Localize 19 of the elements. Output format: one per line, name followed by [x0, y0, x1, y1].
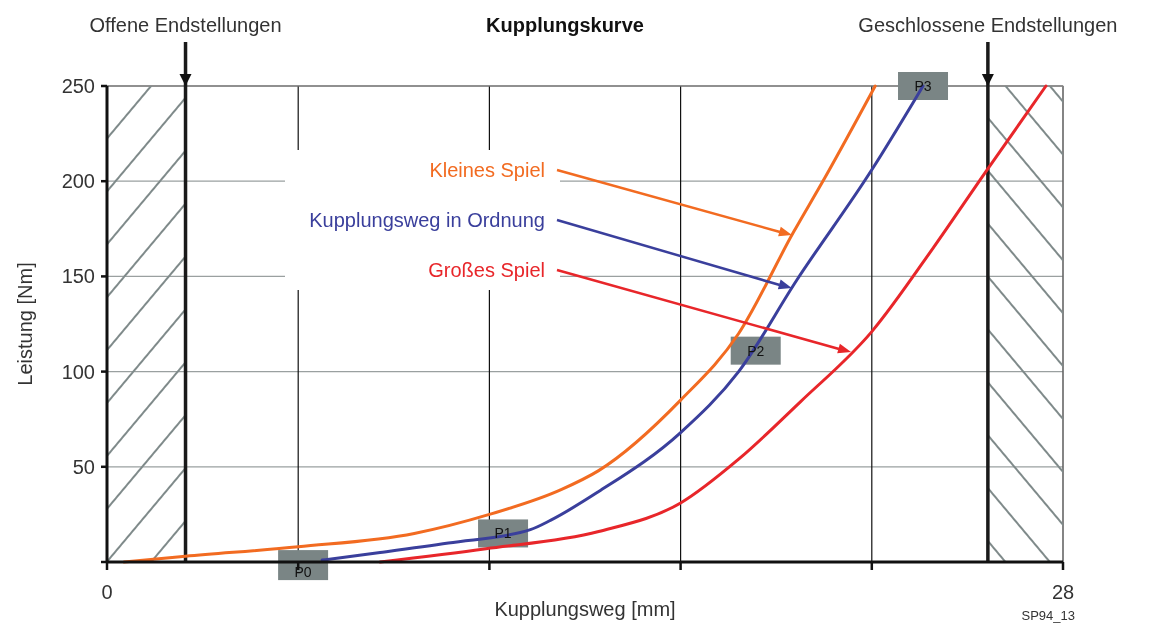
annotation: P0 — [294, 564, 312, 581]
ref-line-label: Offene Endstellungen — [89, 14, 282, 36]
text: Kleines Spiel — [429, 159, 545, 181]
y-tick-label: 50 — [72, 455, 95, 478]
annotation: P3 — [914, 78, 932, 94]
y-tick-label: 250 — [61, 75, 95, 97]
text: Kupplungsweg in Ordnung — [309, 209, 545, 231]
text: Großes Spiel — [428, 259, 545, 281]
text: SP94_13 — [1021, 608, 1075, 623]
ref-line-label: Geschlossene Endstellungen — [858, 14, 1118, 36]
y-tick-label: 100 — [61, 360, 95, 383]
line-series — [122, 84, 877, 564]
x-axis-title: Kupplungsweg [mm] — [494, 598, 676, 620]
y-axis-title: Leistung [Nm] — [14, 262, 36, 386]
x-tick-label: 28 — [1051, 581, 1075, 603]
chart-title: Kupplungskurve — [486, 14, 644, 36]
y-tick-label: 200 — [61, 170, 95, 193]
x-tick-label: 0 — [101, 581, 113, 603]
y-tick-label: 150 — [61, 265, 95, 288]
